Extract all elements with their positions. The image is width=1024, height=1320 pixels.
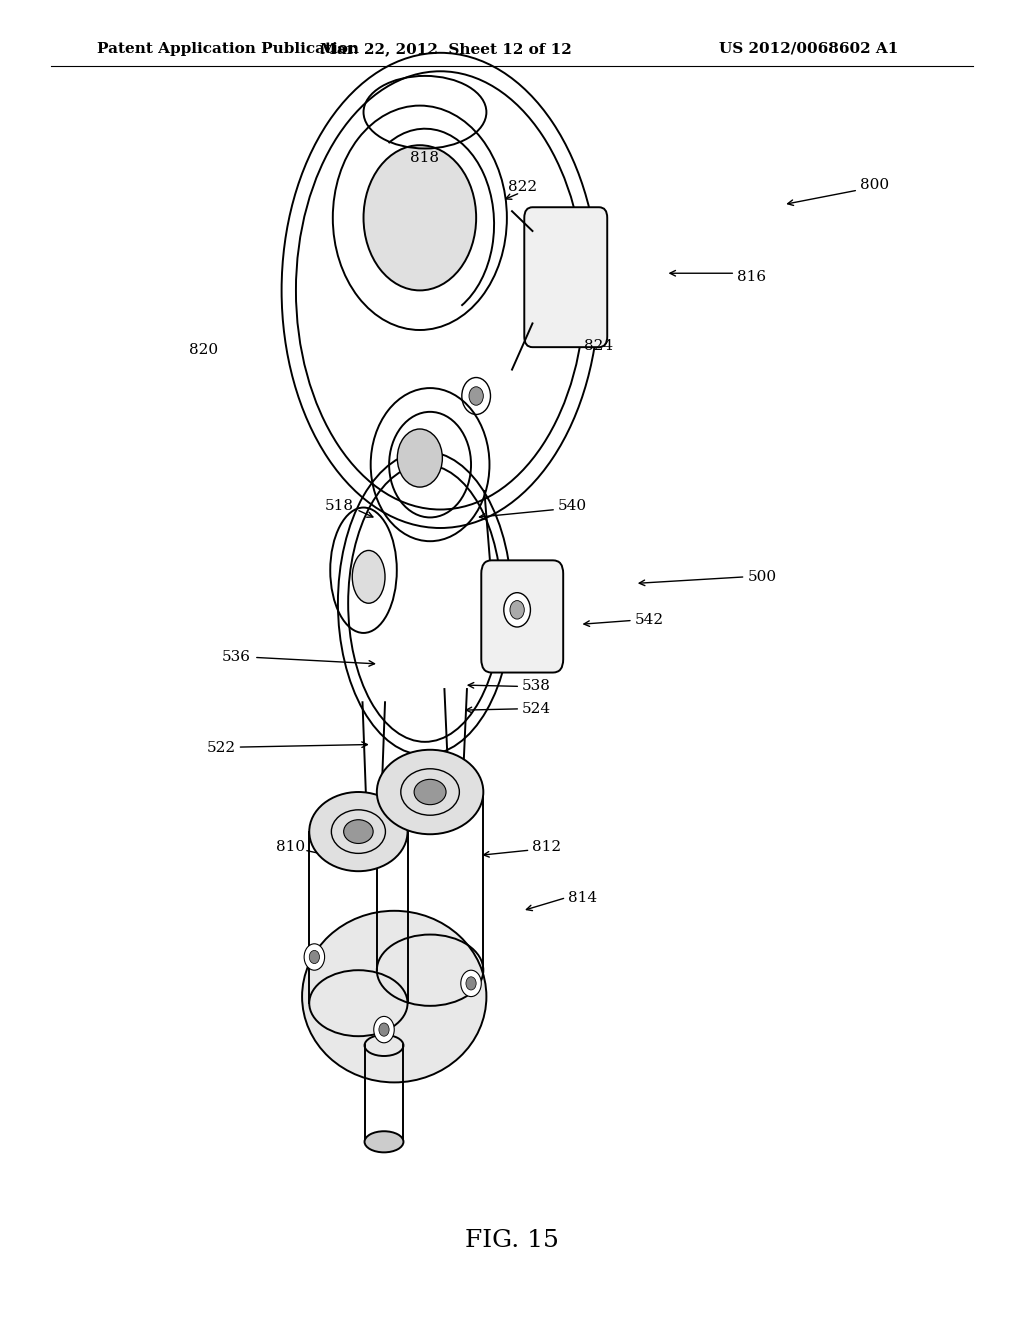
Circle shape [397, 429, 442, 487]
Text: 812: 812 [532, 841, 561, 854]
FancyBboxPatch shape [524, 207, 607, 347]
Text: 814: 814 [568, 891, 597, 904]
Text: 500: 500 [748, 570, 776, 583]
Text: 818: 818 [411, 152, 439, 165]
Ellipse shape [302, 911, 486, 1082]
Circle shape [364, 145, 476, 290]
Text: 540: 540 [558, 499, 587, 512]
Text: 824: 824 [584, 339, 612, 352]
Circle shape [504, 593, 530, 627]
FancyBboxPatch shape [481, 560, 563, 672]
Text: 518: 518 [325, 499, 353, 512]
Text: 538: 538 [522, 680, 551, 693]
Text: 542: 542 [635, 614, 664, 627]
Ellipse shape [366, 837, 382, 853]
Circle shape [469, 387, 483, 405]
Ellipse shape [446, 777, 465, 793]
Ellipse shape [344, 820, 373, 843]
Ellipse shape [365, 1131, 403, 1152]
Text: FIG. 15: FIG. 15 [465, 1229, 559, 1253]
Text: US 2012/0068602 A1: US 2012/0068602 A1 [719, 42, 899, 55]
Circle shape [461, 970, 481, 997]
Text: 816: 816 [737, 271, 766, 284]
Ellipse shape [352, 550, 385, 603]
Text: 536: 536 [222, 651, 251, 664]
Ellipse shape [309, 792, 408, 871]
Text: 522: 522 [207, 742, 236, 755]
Ellipse shape [377, 750, 483, 834]
Circle shape [466, 977, 476, 990]
Text: 820: 820 [189, 343, 218, 356]
Text: 810: 810 [276, 841, 305, 854]
Circle shape [374, 1016, 394, 1043]
Text: Mar. 22, 2012  Sheet 12 of 12: Mar. 22, 2012 Sheet 12 of 12 [319, 42, 571, 55]
Circle shape [379, 1023, 389, 1036]
Ellipse shape [414, 779, 446, 805]
Circle shape [462, 378, 490, 414]
Circle shape [510, 601, 524, 619]
Text: 800: 800 [860, 178, 889, 191]
Circle shape [304, 944, 325, 970]
Text: Patent Application Publication: Patent Application Publication [97, 42, 359, 55]
Text: 822: 822 [508, 181, 537, 194]
Circle shape [309, 950, 319, 964]
Text: 524: 524 [522, 702, 551, 715]
